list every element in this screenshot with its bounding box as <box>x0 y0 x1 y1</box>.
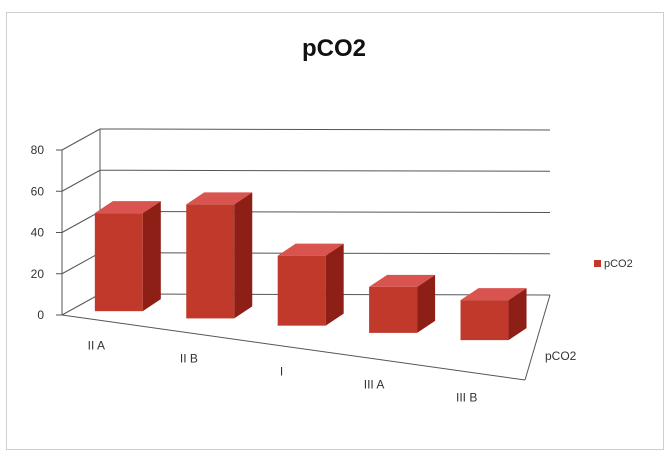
y-tick-label: 60 <box>31 184 45 198</box>
legend-label: pCO2 <box>604 258 633 270</box>
bar <box>94 213 143 312</box>
gridline <box>99 128 551 131</box>
gridline <box>99 169 551 172</box>
side-gridline <box>61 128 101 151</box>
bar-top <box>94 201 161 214</box>
bar <box>460 300 509 341</box>
bar-top <box>277 243 344 256</box>
bar <box>277 255 326 326</box>
legend-swatch <box>594 260 601 267</box>
bar-side <box>142 201 161 312</box>
x-tick-label: II B <box>180 352 198 366</box>
x-axis <box>61 314 526 381</box>
bar <box>186 204 235 319</box>
y-tick-label: 40 <box>31 226 45 240</box>
side-gridline <box>61 252 101 275</box>
y-tick-label: 20 <box>31 267 45 281</box>
x-tick-label: III A <box>364 378 385 392</box>
x-tick-label: III B <box>456 391 477 405</box>
y-tick-label: 80 <box>31 143 45 157</box>
x-tick-label: I <box>280 365 283 379</box>
bar <box>369 286 418 333</box>
bars <box>94 192 527 341</box>
gridline <box>99 211 551 213</box>
depth-axis-label: pCO2 <box>545 349 577 363</box>
bar-side <box>417 274 436 333</box>
bar-side <box>508 288 527 341</box>
bar-top <box>186 192 253 205</box>
bar-side <box>325 243 344 326</box>
labels: 0 20 40 60 80 II A II B I III A III B <box>31 143 478 405</box>
side-gridline <box>61 293 101 316</box>
x-tick-label: II A <box>88 339 105 353</box>
side-gridline <box>61 211 101 233</box>
bar-top <box>460 288 527 301</box>
legend: pCO2 <box>594 258 633 270</box>
bar-top <box>369 274 436 287</box>
floor-right-edge <box>524 294 551 381</box>
y-tick-label: 0 <box>37 308 44 322</box>
bar-side <box>234 192 253 319</box>
side-gridline <box>61 169 101 192</box>
chart-title: pCO2 <box>302 35 366 62</box>
